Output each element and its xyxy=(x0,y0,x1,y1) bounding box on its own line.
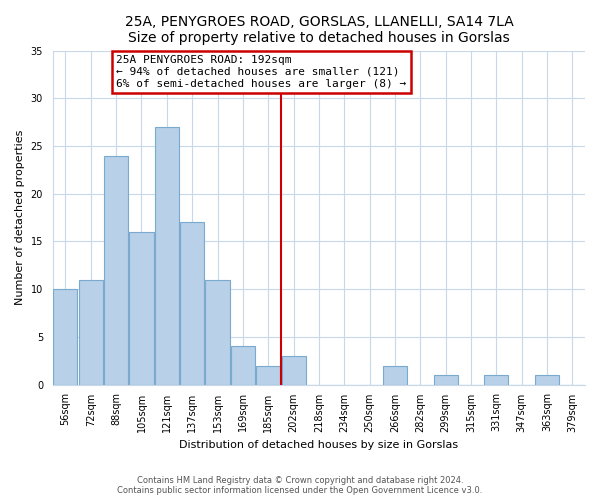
X-axis label: Distribution of detached houses by size in Gorslas: Distribution of detached houses by size … xyxy=(179,440,458,450)
Bar xyxy=(155,127,179,384)
Text: Contains HM Land Registry data © Crown copyright and database right 2024.
Contai: Contains HM Land Registry data © Crown c… xyxy=(118,476,482,495)
Bar xyxy=(104,156,128,384)
Bar xyxy=(53,289,77,384)
Text: 25A PENYGROES ROAD: 192sqm
← 94% of detached houses are smaller (121)
6% of semi: 25A PENYGROES ROAD: 192sqm ← 94% of deta… xyxy=(116,56,406,88)
Bar xyxy=(180,222,204,384)
Bar xyxy=(484,375,508,384)
Bar xyxy=(256,366,280,384)
Y-axis label: Number of detached properties: Number of detached properties xyxy=(15,130,25,306)
Bar xyxy=(535,375,559,384)
Bar xyxy=(434,375,458,384)
Bar xyxy=(281,356,305,384)
Bar xyxy=(205,280,230,384)
Bar xyxy=(130,232,154,384)
Bar xyxy=(231,346,255,385)
Bar xyxy=(79,280,103,384)
Title: 25A, PENYGROES ROAD, GORSLAS, LLANELLI, SA14 7LA
Size of property relative to de: 25A, PENYGROES ROAD, GORSLAS, LLANELLI, … xyxy=(125,15,513,45)
Bar xyxy=(383,366,407,384)
